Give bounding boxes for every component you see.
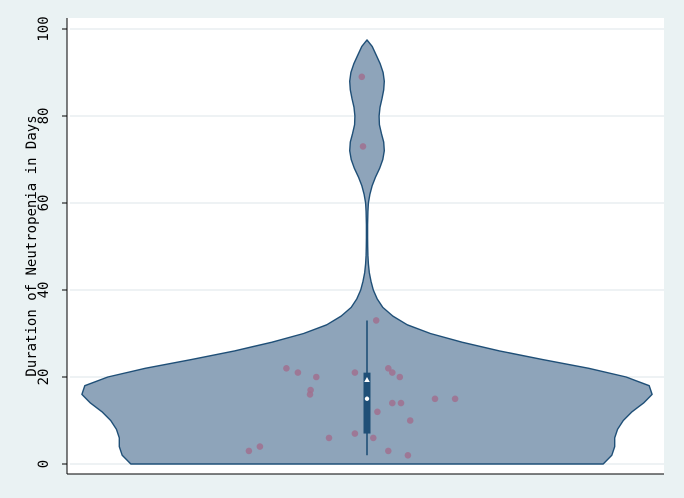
data-points	[245, 73, 459, 459]
data-point	[325, 434, 333, 442]
data-point	[283, 365, 290, 372]
data-point	[451, 395, 459, 403]
violin-layer	[81, 39, 653, 465]
data-point	[397, 399, 405, 407]
y-tick-label: 40	[36, 282, 52, 299]
median-marker	[364, 396, 370, 401]
data-point	[306, 391, 314, 398]
box-plot	[363, 320, 371, 456]
y-tick-label: 0	[36, 460, 52, 468]
data-point	[406, 417, 414, 424]
data-point	[245, 447, 253, 455]
data-point	[351, 369, 359, 376]
data-point	[374, 408, 381, 416]
violin-body	[81, 39, 653, 465]
data-point	[313, 373, 320, 381]
y-axis-ticks: 0 20 40 60 80 100	[36, 16, 67, 468]
y-tick-label: 100	[36, 16, 52, 41]
y-tick-label: 20	[36, 369, 52, 386]
data-point	[385, 447, 392, 455]
y-axis-label: Duration of Neutropenia in Days	[24, 115, 40, 376]
data-point	[351, 430, 359, 437]
axes	[66, 18, 664, 475]
data-point	[359, 143, 367, 150]
mean-marker	[364, 377, 370, 383]
data-point	[256, 443, 264, 450]
data-point	[370, 434, 377, 442]
data-point	[389, 369, 396, 376]
data-point	[396, 373, 404, 381]
data-point	[431, 395, 439, 403]
data-point	[404, 452, 412, 459]
data-point	[385, 365, 392, 372]
data-point	[389, 399, 396, 407]
box-iqr	[363, 372, 371, 434]
data-point	[294, 369, 302, 376]
data-point	[358, 73, 366, 81]
y-tick-label: 60	[36, 195, 52, 212]
data-point	[372, 317, 380, 324]
y-tick-label: 80	[36, 108, 52, 125]
